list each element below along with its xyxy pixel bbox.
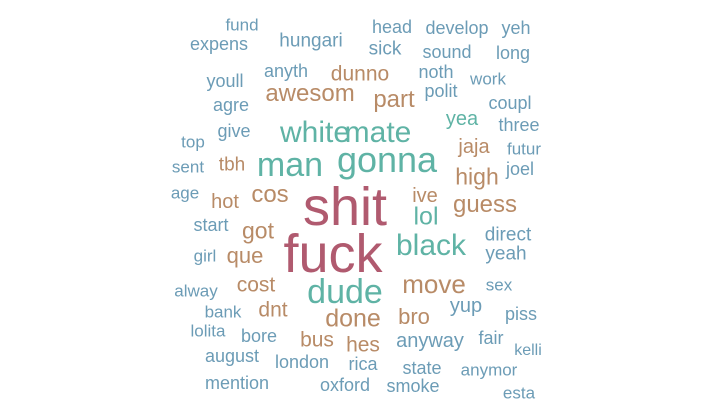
word-done: done — [325, 304, 381, 333]
word-white: white — [279, 116, 351, 149]
word-alway: alway — [174, 281, 218, 301]
word-work: work — [470, 69, 506, 89]
word-rica: rica — [348, 354, 378, 374]
word-hot: hot — [211, 191, 239, 213]
word-mate: mate — [344, 116, 412, 149]
word-noth: noth — [418, 62, 454, 82]
word-bank: bank — [204, 302, 242, 322]
word-lolita: lolita — [190, 321, 226, 341]
word-yea: yea — [445, 108, 479, 130]
word-august: august — [204, 346, 260, 366]
word-hes: hes — [346, 333, 380, 357]
word-agre: agre — [212, 95, 250, 115]
word-bro: bro — [398, 304, 430, 329]
word-anyth: anyth — [263, 61, 309, 81]
word-coupl: coupl — [488, 93, 532, 113]
word-piss: piss — [504, 304, 538, 324]
word-mention: mention — [204, 373, 270, 393]
word-fuck: fuck — [283, 224, 383, 284]
word-jaja: jaja — [458, 136, 490, 158]
word-state: state — [402, 358, 442, 378]
word-lol: lol — [413, 202, 439, 231]
word-london: london — [274, 352, 330, 372]
word-sound: sound — [422, 42, 472, 62]
word-guess: guess — [452, 191, 518, 218]
word-fund: fund — [225, 15, 259, 35]
word-high: high — [455, 163, 499, 190]
word-esta: esta — [502, 383, 536, 403]
word-ive: ive — [412, 185, 438, 207]
word-tbh: tbh — [218, 154, 246, 176]
word-dude: dude — [307, 273, 383, 311]
word-direct: direct — [484, 224, 532, 246]
word-develop: develop — [425, 18, 489, 38]
word-man: man — [256, 146, 324, 184]
word-sent: sent — [171, 157, 205, 177]
word-yeh: yeh — [501, 18, 531, 38]
word-gonna: gonna — [336, 139, 438, 180]
word-youll: youll — [206, 71, 244, 91]
word-hungari: hungari — [279, 30, 343, 52]
word-black: black — [395, 229, 467, 262]
word-yeah: yeah — [485, 243, 527, 265]
word-head: head — [371, 17, 413, 37]
word-bus: bus — [300, 328, 334, 352]
word-anyway: anyway — [396, 330, 464, 352]
word-anymor: anymor — [460, 360, 518, 380]
word-got: got — [242, 217, 274, 244]
word-move: move — [402, 269, 466, 299]
word-part: part — [373, 86, 415, 113]
word-cos: cos — [251, 181, 289, 208]
word-sick: sick — [368, 38, 402, 60]
word-top: top — [181, 132, 205, 152]
word-yup: yup — [449, 295, 483, 317]
word-long: long — [495, 43, 531, 63]
word-three: three — [498, 115, 540, 135]
word-oxford: oxford — [319, 375, 371, 395]
word-give: give — [217, 121, 251, 141]
word-kelli: kelli — [514, 342, 542, 359]
word-futur: futur — [506, 139, 542, 159]
word-smoke: smoke — [386, 376, 440, 396]
word-bore: bore — [240, 326, 278, 346]
word-expens: expens — [189, 34, 249, 54]
word-awesom: awesom — [265, 80, 355, 107]
word-fair: fair — [478, 328, 504, 348]
word-girl: girl — [193, 246, 217, 266]
word-cost: cost — [236, 273, 276, 297]
word-polit: polit — [424, 81, 458, 101]
word-joel: joel — [505, 159, 535, 179]
word-dnt: dnt — [258, 298, 288, 322]
word-shit: shit — [302, 177, 388, 237]
word-age: age — [170, 183, 200, 203]
word-sex: sex — [485, 275, 513, 295]
word-start: start — [193, 215, 229, 235]
word-que: que — [226, 243, 264, 268]
word-dunno: dunno — [330, 62, 390, 86]
